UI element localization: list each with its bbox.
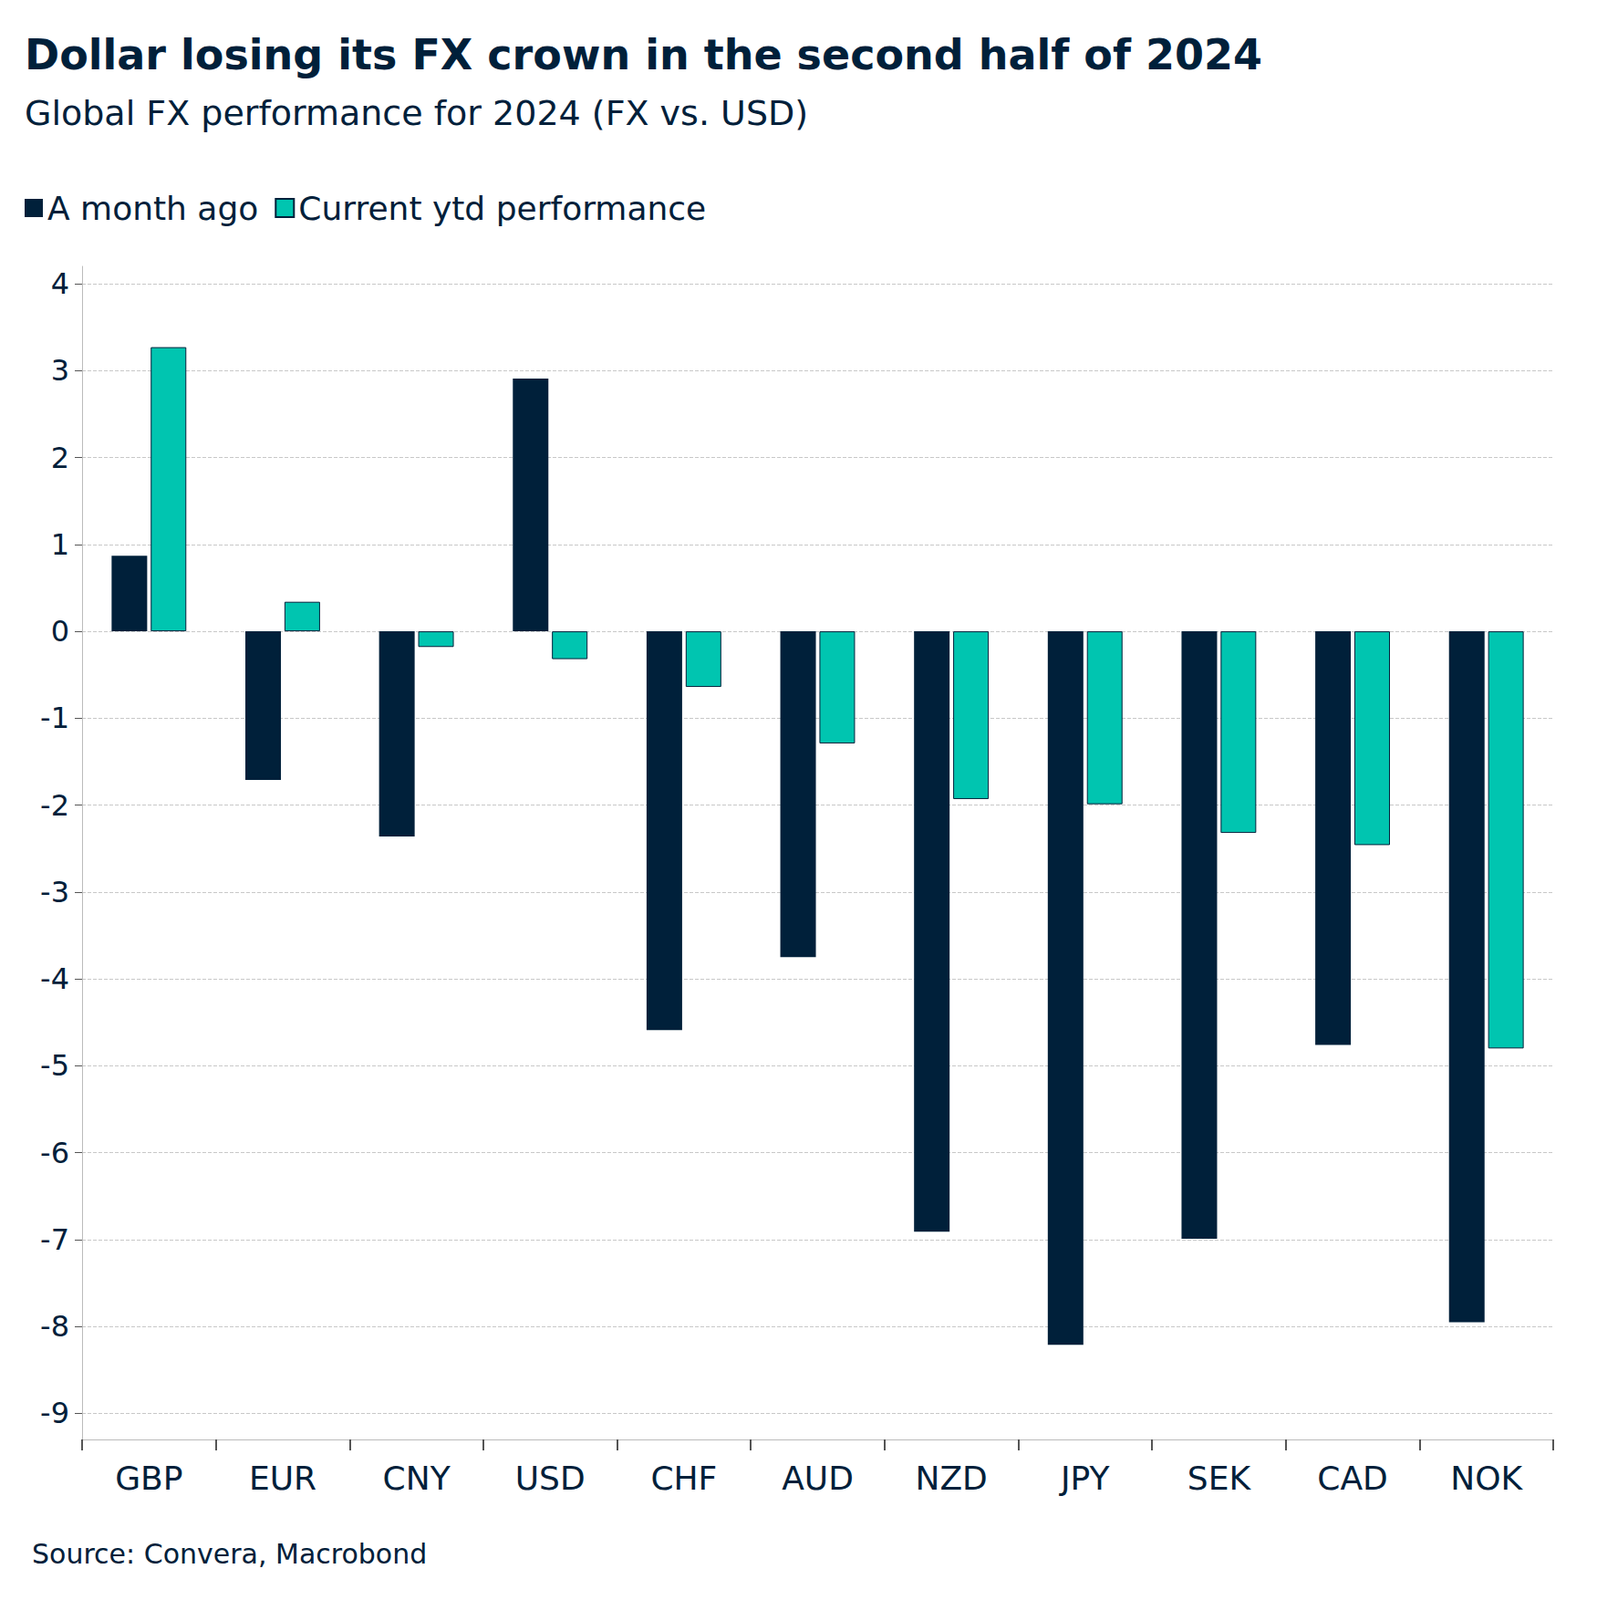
svg-text:SEK: SEK [1187, 1459, 1253, 1497]
svg-text:Global FX performance for 2024: Global FX performance for 2024 (FX vs. U… [24, 93, 809, 134]
svg-text:CHF: CHF [650, 1459, 717, 1497]
svg-text:2: 2 [51, 440, 70, 476]
svg-text:0: 0 [51, 613, 70, 649]
svg-text:USD: USD [515, 1459, 586, 1497]
svg-text:-9: -9 [40, 1395, 70, 1431]
svg-text:GBP: GBP [114, 1459, 183, 1497]
svg-text:-2: -2 [40, 788, 70, 823]
svg-text:-5: -5 [40, 1047, 70, 1083]
svg-text:-1: -1 [40, 700, 70, 736]
svg-text:-8: -8 [40, 1308, 70, 1344]
svg-text:Current ytd performance: Current ytd performance [298, 189, 706, 228]
svg-text:CNY: CNY [383, 1459, 452, 1497]
svg-text:CAD: CAD [1317, 1459, 1388, 1497]
svg-text:-6: -6 [40, 1135, 70, 1171]
svg-text:NOK: NOK [1450, 1459, 1524, 1497]
svg-text:Source: Convera, Macrobond: Source: Convera, Macrobond [31, 1537, 427, 1570]
svg-text:NZD: NZD [914, 1459, 987, 1497]
svg-text:A month ago: A month ago [47, 189, 259, 228]
svg-text:AUD: AUD [781, 1459, 854, 1497]
svg-text:-3: -3 [40, 874, 70, 910]
svg-text:1: 1 [51, 527, 70, 562]
svg-text:-7: -7 [40, 1222, 70, 1257]
svg-text:3: 3 [51, 352, 70, 388]
svg-text:-4: -4 [40, 961, 70, 996]
svg-text:JPY: JPY [1058, 1459, 1111, 1497]
svg-text:4: 4 [51, 266, 70, 301]
svg-text:Dollar losing its FX crown in: Dollar losing its FX crown in the second… [24, 30, 1263, 80]
svg-text:EUR: EUR [248, 1459, 317, 1497]
